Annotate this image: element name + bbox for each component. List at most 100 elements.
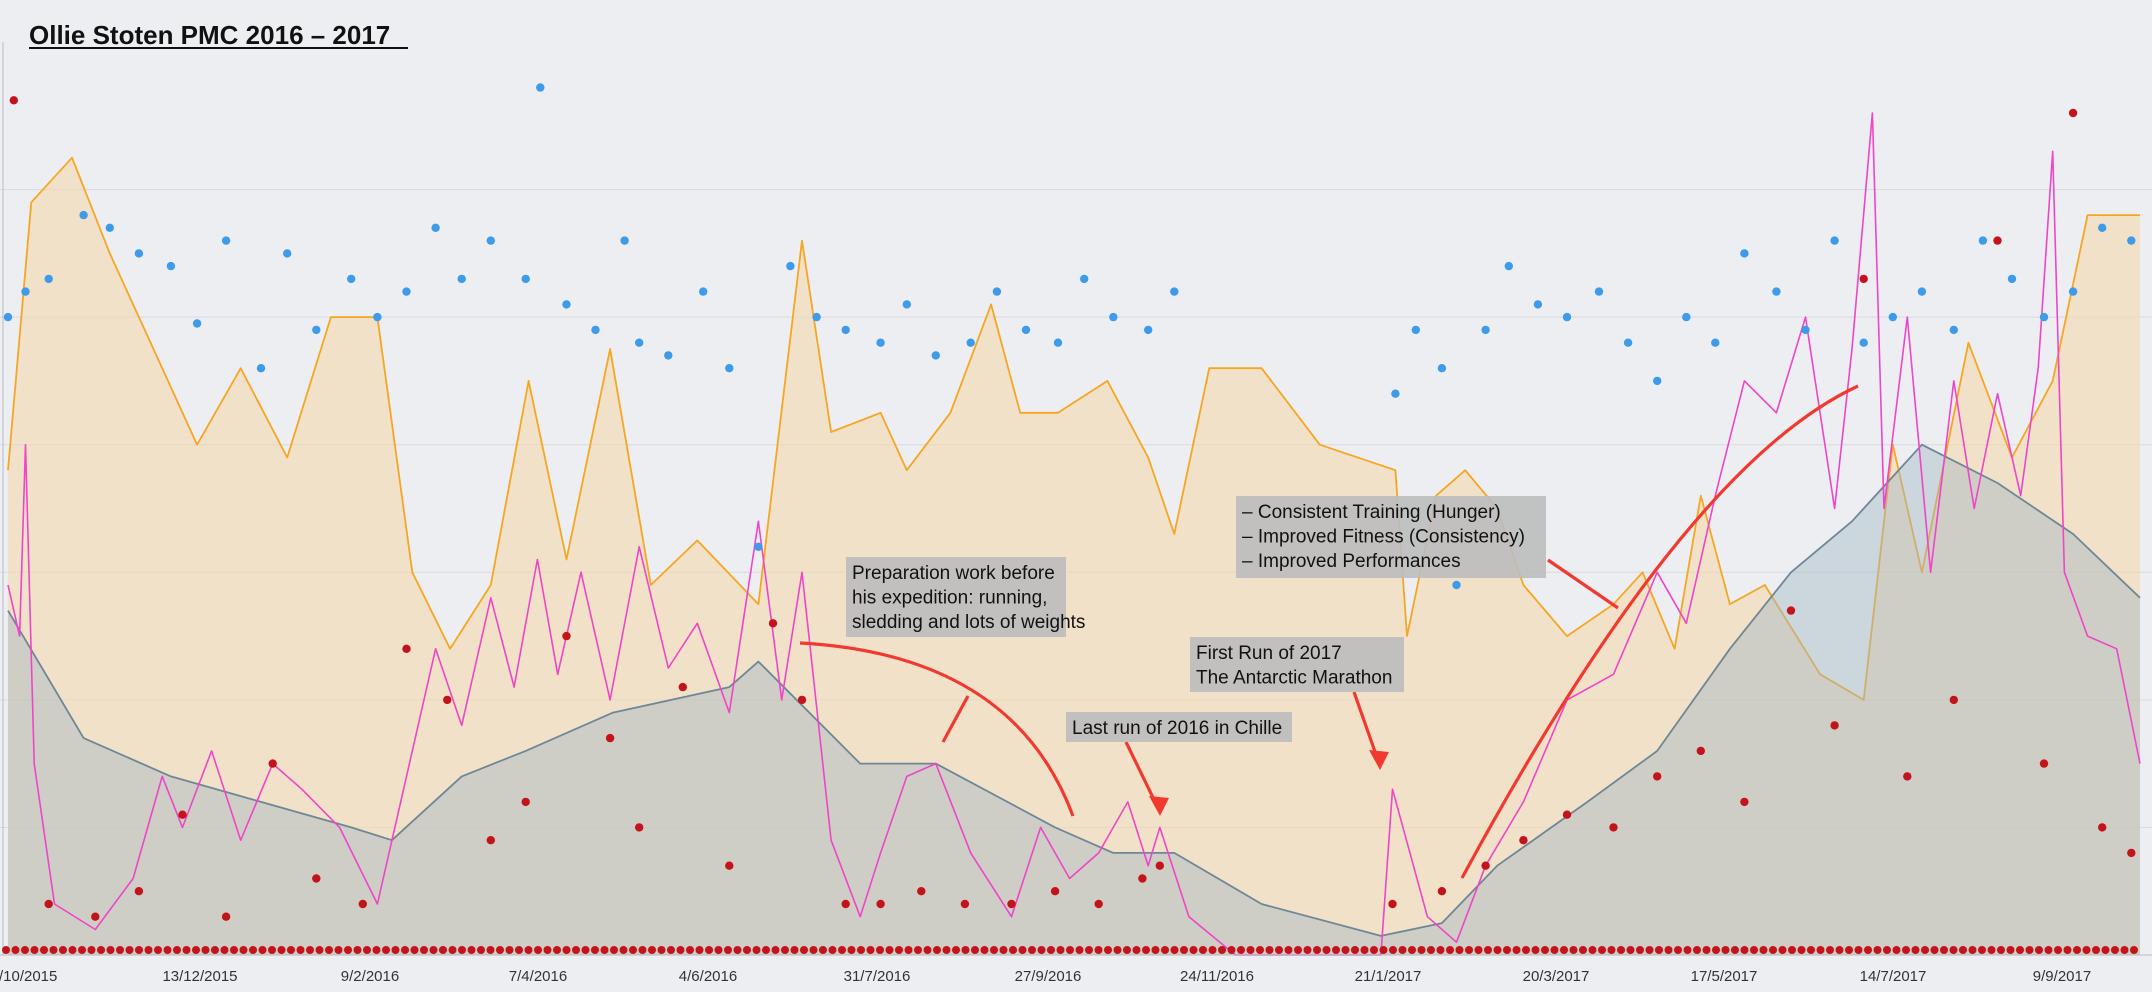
baseline-dot [1655,946,1663,954]
baseline-dot [363,946,371,954]
baseline-dot [382,946,390,954]
blue-dot-61 [1917,287,1927,296]
red-dot-42 [1949,695,1959,705]
annotation-text-2-1: The Antarctic Marathon [1196,668,1392,689]
blue-dot-27 [754,542,763,551]
baseline-dot [1816,946,1825,954]
red-dot-4 [178,810,187,819]
baseline-dot [1189,946,1198,954]
baseline-dot [705,946,713,954]
baseline-dot [144,946,153,954]
baseline-dot [496,946,504,954]
red-dot-19 [797,695,807,705]
x-tick-label-11: 14/7/2017 [1860,968,1927,985]
baseline-dot [838,946,846,954]
baseline-dot [1408,946,1416,954]
x-tick-label-7: 24/11/2016 [1180,968,1254,985]
blue-dot-35 [992,287,1002,296]
baseline-dot [1674,946,1682,954]
baseline-dot [781,946,789,954]
blue-dot-15 [431,223,440,232]
blue-dot-54 [1711,338,1720,347]
baseline-dot [1921,946,1929,954]
blue-dot-60 [1888,312,1898,322]
baseline-dot [1379,946,1388,954]
baseline-dot [809,946,818,954]
baseline-dot [125,946,134,954]
baseline-dot [1446,946,1454,954]
blue-dot-30 [841,325,850,335]
blue-dot-17 [486,236,495,245]
blue-dot-48 [1533,300,1543,309]
red-dot-22 [917,887,926,896]
blue-dot-11 [312,325,321,335]
red-dot-41 [1903,772,1912,781]
baseline-dot [391,946,400,954]
red-dot-36 [1696,746,1706,756]
baseline-dot [1417,946,1426,954]
blue-dot-26 [725,364,734,373]
x-tick-label-8: 21/1/2017 [1355,968,1422,985]
baseline-dot [534,946,542,954]
baseline-dot [439,946,447,954]
baseline-dot [572,946,580,954]
baseline-dot [1389,946,1397,954]
baseline-dot [771,946,780,954]
baseline-dot [1113,946,1122,954]
baseline-dot [1522,946,1530,954]
red-dot-21 [876,899,885,909]
baseline-dot [154,946,162,954]
red-dot-6 [268,759,277,768]
baseline-dot [2006,946,2015,954]
baseline-dot [2016,946,2024,954]
baseline-dot [2082,946,2091,954]
baseline-dot [1626,946,1635,954]
red-dot-10 [443,695,452,705]
red-dot-2 [91,912,100,921]
baseline-dot [1161,946,1169,954]
blue-dot-10 [283,249,292,258]
baseline-dot [420,946,428,954]
blue-dot-0 [3,312,13,322]
red-dot-38 [1786,606,1796,615]
baseline-dot [1560,946,1568,954]
baseline-dot [1322,946,1331,954]
blue-dot-24 [664,351,673,360]
baseline-dot [201,946,210,954]
baseline-dot [1056,946,1065,954]
baseline-dot [942,946,951,954]
blue-dot-64 [2007,274,2017,284]
red-dot-45 [2068,108,2078,118]
baseline-dot [1778,946,1787,954]
red-dot-17 [725,861,734,870]
x-tick-label-6: 27/9/2016 [1015,968,1082,985]
baseline-dot [1170,946,1179,954]
blue-dot-53 [1682,312,1691,322]
red-dot-31 [1481,861,1490,870]
baseline-dot [1237,946,1245,954]
baseline-dot [135,946,143,954]
x-tick-label-0: 6/10/2015 [0,968,57,985]
baseline-dot [1873,946,1882,954]
baseline-dot [1313,946,1321,954]
red-dot-35 [1653,772,1662,781]
baseline-dot [1398,946,1407,954]
baseline-dot [1978,946,1986,954]
baseline-dot [1199,946,1207,954]
baseline-dot [410,946,419,954]
baseline-dot [173,946,181,954]
series-1-area [8,444,2140,955]
baseline-dot [2120,946,2129,954]
blue-dot-31 [876,338,885,347]
x-tick-label-9: 20/3/2017 [1523,968,1590,985]
blue-dot-22 [620,236,629,245]
annotation-text-0-2: sledding and lots of weights [852,612,1085,633]
blue-dot-28 [786,261,795,271]
baseline-dot [1949,946,1958,954]
annotation-connector-0 [941,695,970,743]
baseline-dot [1123,946,1131,954]
baseline-dot [667,946,675,954]
baseline-dot [1759,946,1768,954]
red-dot-13 [562,631,571,641]
baseline-dot [372,946,381,954]
